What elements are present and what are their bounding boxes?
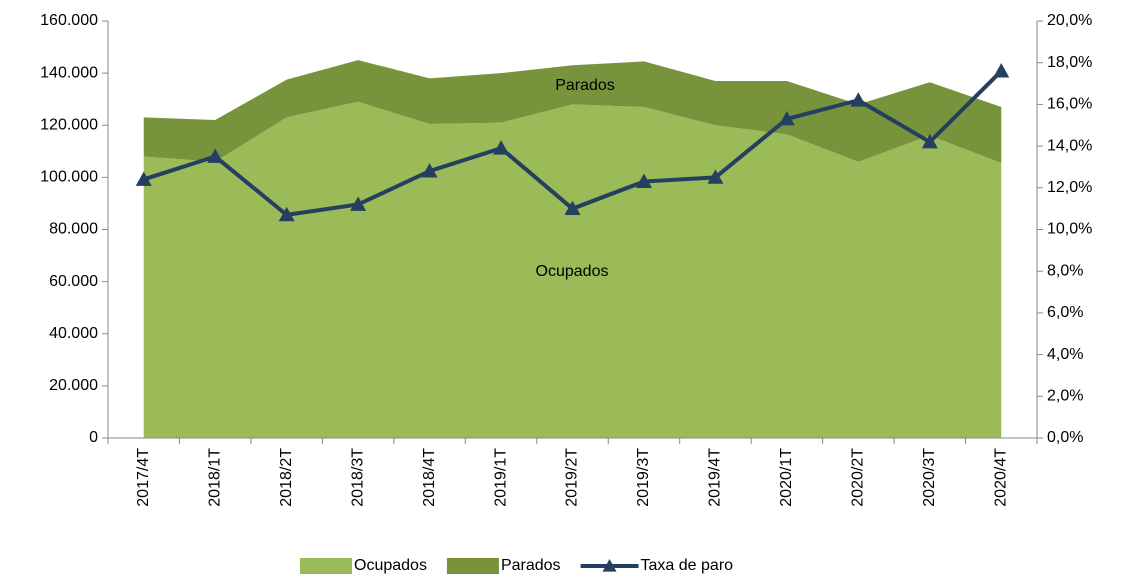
x-tick-label: 2017/4T	[135, 448, 152, 507]
marker	[350, 196, 367, 211]
legend-marker	[602, 559, 617, 572]
marker	[635, 173, 652, 188]
y-tick-label: 80.000	[49, 221, 98, 238]
marker	[778, 110, 795, 126]
marker	[278, 206, 295, 222]
y-tick-label: 100.000	[40, 169, 98, 186]
marker	[564, 200, 581, 216]
legend-label: Parados	[501, 557, 561, 574]
annotation: Parados	[555, 77, 615, 94]
legend-label: Taxa de paro	[641, 557, 734, 574]
y2-tick-label: 10,0%	[1047, 221, 1092, 238]
y2-tick-label: 18,0%	[1047, 54, 1092, 71]
area	[143, 101, 1002, 438]
y2-tick-label: 14,0%	[1047, 137, 1092, 154]
x-tick-label: 2020/2T	[850, 448, 867, 507]
marker	[207, 148, 224, 163]
marker	[993, 63, 1010, 78]
y-tick-label: 20.000	[49, 377, 98, 394]
marker	[135, 171, 152, 186]
legend-label: Ocupados	[354, 557, 427, 574]
y2-tick-label: 6,0%	[1047, 304, 1083, 321]
x-tick-label: 2018/1T	[206, 448, 223, 507]
annotation: Ocupados	[536, 263, 609, 280]
x-tick-label: 2019/1T	[492, 448, 509, 507]
y-tick-label: 40.000	[49, 325, 98, 342]
x-tick-label: 2018/2T	[278, 448, 295, 507]
y2-tick-label: 8,0%	[1047, 262, 1083, 279]
y2-tick-label: 12,0%	[1047, 179, 1092, 196]
y2-tick-label: 4,0%	[1047, 346, 1083, 363]
x-tick-label: 2018/4T	[421, 448, 438, 507]
x-tick-label: 2019/3T	[635, 448, 652, 507]
x-tick-label: 2018/3T	[349, 448, 366, 507]
y-tick-label: 140.000	[40, 64, 98, 81]
marker	[707, 169, 724, 184]
y2-tick-label: 16,0%	[1047, 96, 1092, 113]
x-tick-label: 2019/2T	[564, 448, 581, 507]
y-tick-label: 120.000	[40, 116, 98, 133]
y-tick-label: 0	[89, 429, 98, 446]
marker	[850, 92, 867, 107]
marker	[493, 140, 510, 155]
x-tick-label: 2020/1T	[778, 448, 795, 507]
legend-swatch	[300, 558, 352, 574]
y-tick-label: 60.000	[49, 273, 98, 290]
legend-swatch	[446, 558, 499, 574]
y2-tick-label: 0,0%	[1047, 429, 1083, 446]
y2-tick-label: 20,0%	[1047, 12, 1092, 29]
x-tick-label: 2020/4T	[992, 448, 1009, 507]
x-tick-label: 2019/4T	[707, 448, 724, 507]
marker	[421, 163, 438, 178]
x-tick-label: 2020/3T	[921, 448, 938, 507]
marker	[921, 133, 938, 149]
area	[143, 60, 1002, 164]
y-tick-label: 160.000	[40, 12, 98, 29]
y2-tick-label: 2,0%	[1047, 388, 1083, 405]
